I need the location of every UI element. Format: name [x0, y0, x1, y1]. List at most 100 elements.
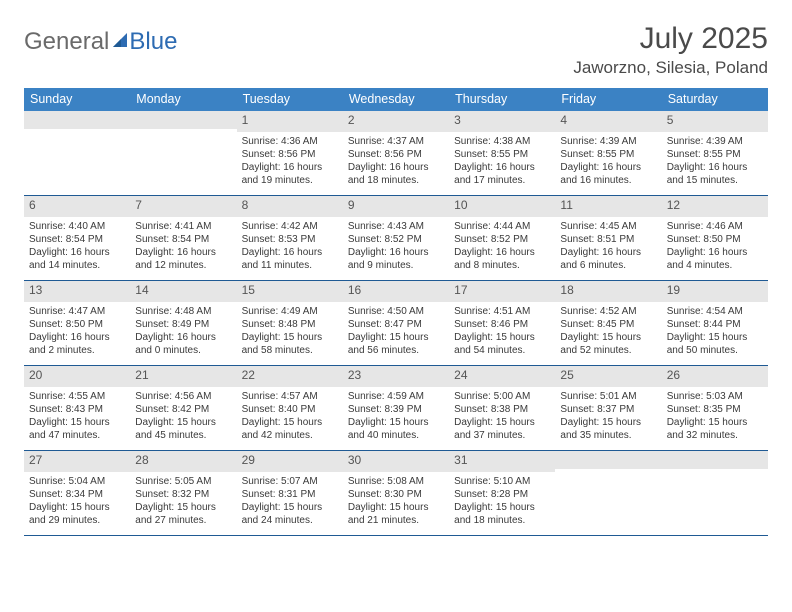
- daylight-text: Daylight: 15 hours and 18 minutes.: [454, 501, 550, 527]
- day-header: Saturday: [662, 88, 768, 111]
- day-cell: 19Sunrise: 4:54 AMSunset: 8:44 PMDayligh…: [662, 281, 768, 366]
- sunset-text: Sunset: 8:34 PM: [29, 488, 125, 501]
- day-number: 7: [130, 196, 236, 217]
- sunset-text: Sunset: 8:38 PM: [454, 403, 550, 416]
- daylight-text: Daylight: 16 hours and 14 minutes.: [29, 246, 125, 272]
- day-cell: 27Sunrise: 5:04 AMSunset: 8:34 PMDayligh…: [24, 451, 130, 536]
- daylight-text: Daylight: 16 hours and 6 minutes.: [560, 246, 656, 272]
- sunrise-text: Sunrise: 5:00 AM: [454, 390, 550, 403]
- day-cell: 26Sunrise: 5:03 AMSunset: 8:35 PMDayligh…: [662, 366, 768, 451]
- daylight-text: Daylight: 15 hours and 24 minutes.: [242, 501, 338, 527]
- sunrise-text: Sunrise: 4:45 AM: [560, 220, 656, 233]
- sunset-text: Sunset: 8:30 PM: [348, 488, 444, 501]
- sunrise-text: Sunrise: 4:55 AM: [29, 390, 125, 403]
- day-number: [24, 111, 130, 129]
- logo-text-general: General: [24, 28, 109, 56]
- day-number: 27: [24, 451, 130, 472]
- day-body: Sunrise: 4:45 AMSunset: 8:51 PMDaylight:…: [555, 217, 661, 276]
- day-number: 11: [555, 196, 661, 217]
- sunrise-text: Sunrise: 4:52 AM: [560, 305, 656, 318]
- day-body: Sunrise: 5:07 AMSunset: 8:31 PMDaylight:…: [237, 472, 343, 531]
- day-number: 1: [237, 111, 343, 132]
- sunrise-text: Sunrise: 4:41 AM: [135, 220, 231, 233]
- daylight-text: Daylight: 16 hours and 11 minutes.: [242, 246, 338, 272]
- daylight-text: Daylight: 15 hours and 21 minutes.: [348, 501, 444, 527]
- daylight-text: Daylight: 16 hours and 0 minutes.: [135, 331, 231, 357]
- sunset-text: Sunset: 8:55 PM: [454, 148, 550, 161]
- daylight-text: Daylight: 16 hours and 16 minutes.: [560, 161, 656, 187]
- daylight-text: Daylight: 15 hours and 45 minutes.: [135, 416, 231, 442]
- daylight-text: Daylight: 16 hours and 9 minutes.: [348, 246, 444, 272]
- sunrise-text: Sunrise: 5:04 AM: [29, 475, 125, 488]
- day-body: Sunrise: 4:56 AMSunset: 8:42 PMDaylight:…: [130, 387, 236, 446]
- sunrise-text: Sunrise: 5:08 AM: [348, 475, 444, 488]
- day-number: 17: [449, 281, 555, 302]
- sunrise-text: Sunrise: 4:39 AM: [667, 135, 763, 148]
- sunset-text: Sunset: 8:35 PM: [667, 403, 763, 416]
- day-number: 2: [343, 111, 449, 132]
- day-body: Sunrise: 4:36 AMSunset: 8:56 PMDaylight:…: [237, 132, 343, 191]
- sunset-text: Sunset: 8:52 PM: [348, 233, 444, 246]
- day-header: Monday: [130, 88, 236, 111]
- day-body: Sunrise: 5:04 AMSunset: 8:34 PMDaylight:…: [24, 472, 130, 531]
- day-cell: 10Sunrise: 4:44 AMSunset: 8:52 PMDayligh…: [449, 196, 555, 281]
- sunrise-text: Sunrise: 4:56 AM: [135, 390, 231, 403]
- logo-text-blue: Blue: [129, 28, 177, 56]
- sunset-text: Sunset: 8:55 PM: [667, 148, 763, 161]
- month-title: July 2025: [573, 22, 768, 56]
- day-number: 30: [343, 451, 449, 472]
- sunrise-text: Sunrise: 4:49 AM: [242, 305, 338, 318]
- day-body: Sunrise: 4:37 AMSunset: 8:56 PMDaylight:…: [343, 132, 449, 191]
- day-number: [130, 111, 236, 129]
- logo-sail-icon: [111, 31, 129, 49]
- day-body: Sunrise: 5:03 AMSunset: 8:35 PMDaylight:…: [662, 387, 768, 446]
- daylight-text: Daylight: 16 hours and 18 minutes.: [348, 161, 444, 187]
- daylight-text: Daylight: 16 hours and 19 minutes.: [242, 161, 338, 187]
- day-number: [555, 451, 661, 469]
- day-body: Sunrise: 4:54 AMSunset: 8:44 PMDaylight:…: [662, 302, 768, 361]
- day-cell: 13Sunrise: 4:47 AMSunset: 8:50 PMDayligh…: [24, 281, 130, 366]
- day-cell: 12Sunrise: 4:46 AMSunset: 8:50 PMDayligh…: [662, 196, 768, 281]
- day-body: Sunrise: 4:48 AMSunset: 8:49 PMDaylight:…: [130, 302, 236, 361]
- day-cell: [130, 111, 236, 196]
- sunset-text: Sunset: 8:53 PM: [242, 233, 338, 246]
- day-body: Sunrise: 4:39 AMSunset: 8:55 PMDaylight:…: [662, 132, 768, 191]
- daylight-text: Daylight: 15 hours and 40 minutes.: [348, 416, 444, 442]
- day-body: Sunrise: 5:05 AMSunset: 8:32 PMDaylight:…: [130, 472, 236, 531]
- day-body: Sunrise: 5:08 AMSunset: 8:30 PMDaylight:…: [343, 472, 449, 531]
- sunrise-text: Sunrise: 4:39 AM: [560, 135, 656, 148]
- sunrise-text: Sunrise: 4:42 AM: [242, 220, 338, 233]
- day-body: Sunrise: 4:51 AMSunset: 8:46 PMDaylight:…: [449, 302, 555, 361]
- day-number: 12: [662, 196, 768, 217]
- day-cell: 14Sunrise: 4:48 AMSunset: 8:49 PMDayligh…: [130, 281, 236, 366]
- sunrise-text: Sunrise: 4:50 AM: [348, 305, 444, 318]
- day-body: Sunrise: 4:50 AMSunset: 8:47 PMDaylight:…: [343, 302, 449, 361]
- daylight-text: Daylight: 15 hours and 58 minutes.: [242, 331, 338, 357]
- sunset-text: Sunset: 8:40 PM: [242, 403, 338, 416]
- day-number: 24: [449, 366, 555, 387]
- day-body: Sunrise: 4:52 AMSunset: 8:45 PMDaylight:…: [555, 302, 661, 361]
- sunrise-text: Sunrise: 4:46 AM: [667, 220, 763, 233]
- sunrise-text: Sunrise: 4:59 AM: [348, 390, 444, 403]
- sunset-text: Sunset: 8:54 PM: [29, 233, 125, 246]
- day-number: 29: [237, 451, 343, 472]
- day-number: 15: [237, 281, 343, 302]
- day-cell: 5Sunrise: 4:39 AMSunset: 8:55 PMDaylight…: [662, 111, 768, 196]
- day-cell: 24Sunrise: 5:00 AMSunset: 8:38 PMDayligh…: [449, 366, 555, 451]
- day-number: 5: [662, 111, 768, 132]
- sunset-text: Sunset: 8:44 PM: [667, 318, 763, 331]
- day-number: 28: [130, 451, 236, 472]
- daylight-text: Daylight: 16 hours and 8 minutes.: [454, 246, 550, 272]
- day-body: Sunrise: 4:43 AMSunset: 8:52 PMDaylight:…: [343, 217, 449, 276]
- day-cell: 6Sunrise: 4:40 AMSunset: 8:54 PMDaylight…: [24, 196, 130, 281]
- daylight-text: Daylight: 16 hours and 15 minutes.: [667, 161, 763, 187]
- sunset-text: Sunset: 8:56 PM: [242, 148, 338, 161]
- day-number: 3: [449, 111, 555, 132]
- day-header: Wednesday: [343, 88, 449, 111]
- day-number: 4: [555, 111, 661, 132]
- sunset-text: Sunset: 8:48 PM: [242, 318, 338, 331]
- day-cell: 28Sunrise: 5:05 AMSunset: 8:32 PMDayligh…: [130, 451, 236, 536]
- sunrise-text: Sunrise: 4:57 AM: [242, 390, 338, 403]
- day-cell: 11Sunrise: 4:45 AMSunset: 8:51 PMDayligh…: [555, 196, 661, 281]
- sunset-text: Sunset: 8:50 PM: [667, 233, 763, 246]
